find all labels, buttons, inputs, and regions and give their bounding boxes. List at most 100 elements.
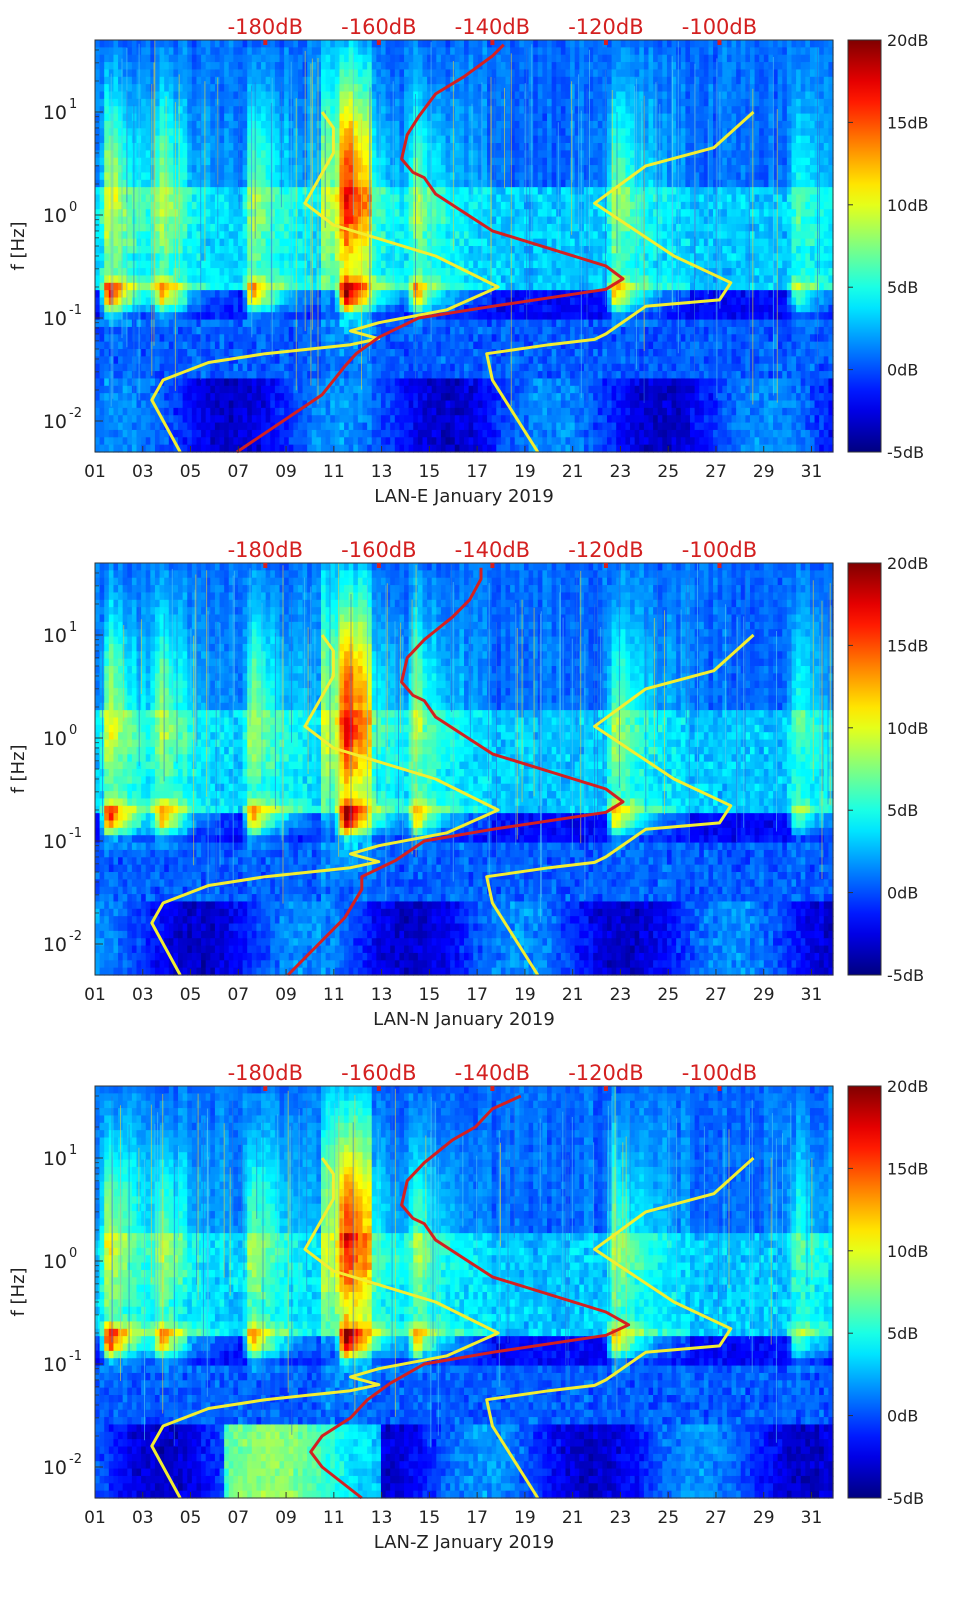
heatmap-cell — [469, 231, 474, 239]
heatmap-cell — [353, 320, 358, 328]
heatmap-cell — [478, 393, 483, 401]
heatmap-cell — [233, 69, 238, 77]
heatmap-cell — [155, 92, 160, 100]
heatmap-cell — [376, 290, 381, 298]
heatmap-cell — [496, 371, 501, 379]
heatmap-cell — [326, 106, 331, 114]
heatmap-cell — [233, 298, 238, 306]
heatmap-cell — [289, 378, 294, 386]
heatmap-cell — [404, 180, 409, 188]
heatmap-cell — [229, 150, 234, 158]
heatmap-cell — [132, 165, 137, 173]
heatmap-cell — [390, 371, 395, 379]
heatmap-cell — [169, 40, 174, 48]
heatmap-cell — [436, 275, 441, 283]
heatmap-cell — [233, 84, 238, 92]
heatmap-cell — [270, 77, 275, 85]
heatmap-cell — [492, 290, 497, 298]
heatmap-cell — [155, 231, 160, 239]
heatmap-cell — [436, 69, 441, 77]
heatmap-cell — [455, 150, 460, 158]
heatmap-cell — [233, 253, 238, 261]
heatmap-cell — [298, 92, 303, 100]
heatmap-cell — [344, 231, 349, 239]
heatmap-cell — [344, 305, 349, 313]
heatmap-cell — [436, 408, 441, 416]
heatmap-cell — [280, 386, 285, 394]
heatmap-cell — [363, 371, 368, 379]
heatmap-cell — [233, 195, 238, 203]
heatmap-cell — [132, 246, 137, 254]
heatmap-cell — [132, 437, 137, 445]
heatmap-cell — [482, 268, 487, 276]
heatmap-cell — [238, 128, 243, 136]
heatmap-cell — [141, 172, 146, 180]
heatmap-cell — [441, 136, 446, 144]
heatmap-cell — [261, 378, 266, 386]
heatmap-cell — [339, 180, 344, 188]
heatmap-cell — [298, 209, 303, 217]
heatmap-cell — [344, 202, 349, 210]
heatmap-cell — [441, 92, 446, 100]
heatmap-cell — [386, 92, 391, 100]
heatmap-cell — [409, 283, 414, 291]
heatmap-cell — [146, 275, 151, 283]
heatmap-cell — [386, 386, 391, 394]
heatmap-cell — [492, 401, 497, 409]
heatmap-cell — [113, 150, 118, 158]
heatmap-cell — [192, 202, 197, 210]
heatmap-cell — [418, 268, 423, 276]
heatmap-cell — [252, 106, 257, 114]
heatmap-cell — [100, 430, 105, 438]
heatmap-cell — [372, 371, 377, 379]
heatmap-cell — [330, 202, 335, 210]
heatmap-cell — [173, 305, 178, 313]
heatmap-cell — [275, 364, 280, 372]
heatmap-cell — [455, 217, 460, 225]
heatmap-cell — [270, 69, 275, 77]
heatmap-cell — [164, 106, 169, 114]
heatmap-cell — [469, 172, 474, 180]
heatmap-cell — [141, 106, 146, 114]
heatmap-cell — [344, 172, 349, 180]
heatmap-cell — [432, 231, 437, 239]
heatmap-cell — [363, 437, 368, 445]
heatmap-cell — [187, 246, 192, 254]
heatmap-cell — [464, 364, 469, 372]
heatmap-cell — [178, 283, 183, 291]
heatmap-cell — [316, 69, 321, 77]
heatmap-cell — [169, 327, 174, 335]
heatmap-cell — [372, 136, 377, 144]
heatmap-cell — [275, 327, 280, 335]
heatmap-cell — [339, 290, 344, 298]
heatmap-cell — [118, 401, 123, 409]
heatmap-cell — [215, 275, 220, 283]
heatmap-cell — [307, 84, 312, 92]
heatmap-cell — [155, 150, 160, 158]
heatmap-cell — [183, 143, 188, 151]
heatmap-cell — [183, 312, 188, 320]
heatmap-cell — [482, 40, 487, 48]
heatmap-cell — [335, 415, 340, 423]
heatmap-cell — [321, 437, 326, 445]
heatmap-cell — [395, 275, 400, 283]
heatmap-cell — [164, 253, 169, 261]
heatmap-cell — [326, 401, 331, 409]
heatmap-cell — [413, 415, 418, 423]
heatmap-cell — [201, 165, 206, 173]
heatmap-cell — [353, 172, 358, 180]
heatmap-cell — [164, 283, 169, 291]
heatmap-cell — [381, 195, 386, 203]
heatmap-cell — [330, 62, 335, 70]
heatmap-cell — [132, 253, 137, 261]
heatmap-cell — [372, 165, 377, 173]
heatmap-cell — [422, 364, 427, 372]
heatmap-cell — [206, 298, 211, 306]
heatmap-cell — [353, 275, 358, 283]
heatmap-cell — [506, 55, 511, 63]
heatmap-cell — [104, 239, 109, 247]
heatmap-cell — [298, 378, 303, 386]
heatmap-cell — [446, 275, 451, 283]
heatmap-cell — [224, 261, 229, 269]
heatmap-cell — [233, 312, 238, 320]
